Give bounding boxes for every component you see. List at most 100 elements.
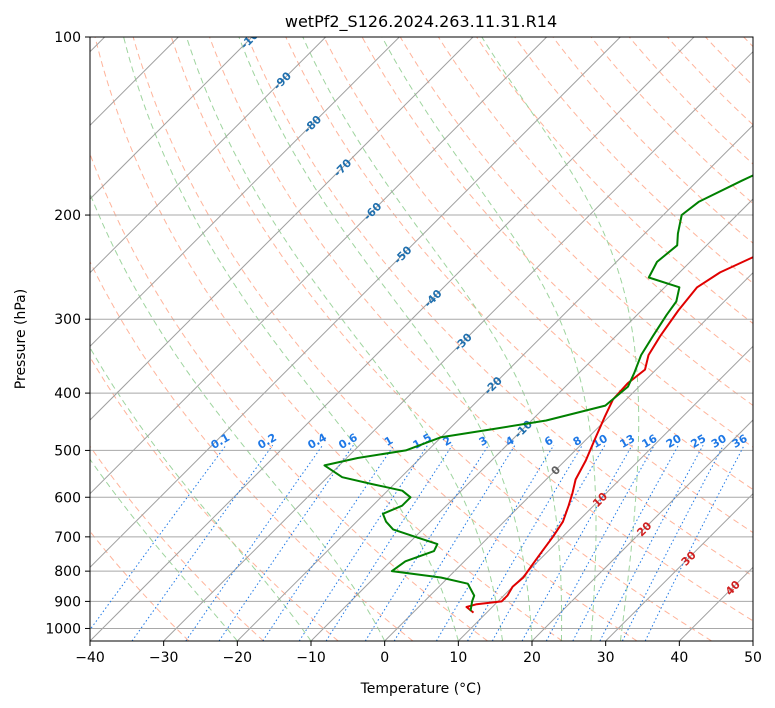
dry-adiabat (437, 37, 753, 365)
mixing-ratio-line (185, 444, 324, 641)
moist-adiabat (481, 37, 640, 641)
mixing-ratio-label: 1 (382, 434, 395, 449)
isotherm-label: -90 (271, 69, 294, 92)
dry-adiabat (399, 37, 753, 407)
mixing-ratio-line (599, 444, 704, 641)
dry-adiabat (552, 37, 753, 244)
moist-adiabat (238, 37, 533, 641)
mixing-ratio-label: 8 (571, 434, 584, 449)
dry-adiabat (90, 260, 414, 641)
y-axis: 100 200 300 400 500 600 700 800 900 1000 (45, 30, 90, 637)
x-tick-label: 50 (744, 650, 762, 666)
mixing-ratio-label: 6 (542, 434, 555, 449)
mixing-ratio-label: 25 (689, 432, 709, 451)
y-tick-label: 900 (54, 594, 81, 610)
isotherm-line (236, 124, 753, 641)
moist-adiabat (90, 458, 238, 641)
y-tick-label: 300 (54, 312, 81, 328)
y-tick-label: 700 (54, 530, 81, 546)
mixing-ratio-line (218, 444, 354, 641)
mixing-ratio-line (572, 444, 679, 641)
mixing-ratio-line (364, 444, 489, 641)
mixing-ratio-line (262, 444, 395, 641)
mixing-ratio-lines (90, 444, 745, 641)
x-tick-label: −30 (149, 650, 179, 666)
isotherms (90, 37, 753, 641)
mixing-ratio-line (90, 444, 227, 631)
mixing-ratio-label: 36 (730, 432, 750, 451)
isotherm-line (90, 37, 400, 348)
dry-adiabat (628, 37, 753, 165)
moist-adiabat (302, 37, 563, 641)
y-tick-label: 800 (54, 564, 81, 580)
dry-adiabat (514, 37, 753, 284)
mixing-ratio-label: 13 (618, 432, 638, 451)
x-tick-label: −20 (223, 650, 253, 666)
plot-frame (89, 36, 754, 642)
isotherm-label: -50 (391, 243, 414, 266)
y-tick-label: 500 (54, 443, 81, 459)
isotherm-line (752, 640, 753, 641)
x-tick-label: 30 (597, 650, 615, 666)
mixing-ratio-line (131, 444, 274, 641)
mixing-ratio-line (467, 444, 583, 641)
isotherm-line (678, 566, 753, 641)
moist-adiabat (123, 37, 459, 641)
x-axis-label: Temperature (°C) (360, 681, 482, 697)
dry-adiabat (590, 37, 753, 205)
mixing-ratio-label: 20 (664, 432, 684, 451)
isotherm-label: 10 (590, 490, 610, 510)
isobars (90, 37, 753, 629)
mixing-ratio-line (298, 444, 429, 641)
y-tick-label: 100 (54, 30, 81, 46)
mixing-ratio-line (521, 444, 633, 641)
isotherm-line (90, 37, 621, 569)
isotherm-line (90, 37, 548, 495)
mixing-ratio-line (325, 444, 453, 641)
isotherm-line (90, 37, 695, 641)
mixing-ratio-line (545, 444, 655, 641)
mixing-ratio-label: 30 (709, 432, 729, 451)
moist-adiabat (90, 346, 312, 641)
x-tick-label: −10 (296, 650, 326, 666)
x-tick-label: 40 (670, 650, 688, 666)
mixing-ratio-label: 3 (477, 434, 490, 449)
isotherm-label: -30 (452, 330, 475, 353)
isotherm-line (163, 50, 753, 641)
dry-adiabat (705, 37, 753, 87)
x-axis: −40 −30 −20 −10 0 10 20 30 40 50 (75, 641, 762, 666)
y-tick-label: 600 (54, 490, 81, 506)
x-tick-label: 10 (449, 650, 467, 666)
dry-adiabat (323, 37, 753, 491)
moist-adiabat (90, 192, 386, 641)
dry-adiabat (170, 37, 712, 641)
dewpoint-line (323, 174, 753, 612)
isotherm-line (457, 345, 753, 641)
dry-adiabat (94, 37, 563, 641)
mixing-ratio-line (435, 444, 555, 641)
isotherm-line (384, 271, 753, 641)
isotherm-line (310, 198, 753, 641)
isotherm-label: 30 (679, 548, 699, 568)
chart-title: wetPf2_S126.2024.263.11.31.R14 (285, 12, 557, 32)
isotherm-line (90, 37, 474, 421)
profile-series (323, 174, 753, 614)
x-tick-label: 0 (380, 650, 389, 666)
mixing-ratio-line (393, 444, 516, 641)
mixing-ratio-label: 0.2 (256, 431, 279, 452)
y-axis-label: Pressure (hPa) (13, 289, 29, 389)
y-tick-label: 400 (54, 386, 81, 402)
mixing-ratio-label: 0.1 (209, 431, 232, 452)
dry-adiabat (476, 37, 753, 325)
dry-adiabat (247, 37, 753, 577)
dry-adiabat (132, 37, 638, 641)
mixing-ratio-label: 16 (640, 432, 660, 451)
moist-adiabat (186, 37, 503, 641)
isotherm-label: 0 (549, 463, 564, 478)
temperature-line (465, 256, 753, 614)
y-tick-label: 1000 (45, 621, 81, 637)
x-tick-label: −40 (75, 650, 105, 666)
mixing-ratio-line (621, 444, 724, 641)
mixing-ratio-label: 0.4 (306, 431, 330, 452)
